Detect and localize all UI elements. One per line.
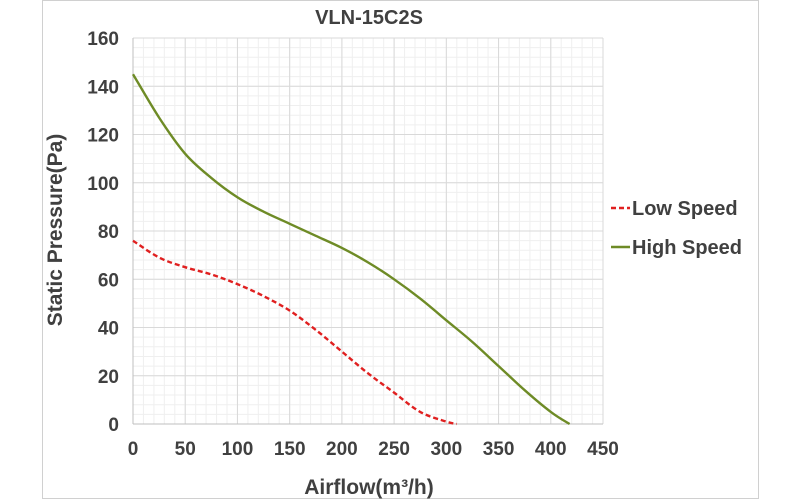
axes — [132, 38, 603, 425]
chart-frame — [42, 0, 759, 499]
series-line-high-speed — [131, 73, 571, 426]
x-tick-label: 400 — [535, 439, 567, 460]
y-tick-label: 80 — [98, 222, 119, 243]
chart-title: VLN-15C2S — [315, 7, 423, 29]
x-tick-label: 200 — [326, 439, 358, 460]
grid — [132, 37, 604, 425]
legend-label-high-speed: High Speed — [632, 237, 742, 259]
y-tick-label: 60 — [98, 270, 119, 291]
tick-labels: 0 50 100 150 200 250 300 350 400 450 0 20 40 60 80 100 1… — [87, 29, 619, 460]
legend: Low Speed High Speed — [611, 198, 742, 259]
y-tick-label: 40 — [98, 319, 119, 340]
y-tick-label: 160 — [87, 29, 119, 50]
y-tick-label: 0 — [108, 415, 119, 436]
y-tick-label: 100 — [87, 174, 119, 195]
y-axis-title: Static Pressure(Pa) — [44, 134, 67, 327]
x-tick-label: 300 — [430, 439, 462, 460]
x-tick-label: 100 — [222, 439, 254, 460]
x-tick-label: 450 — [587, 439, 619, 460]
series-line-low-speed — [132, 239, 458, 426]
x-tick-label: 150 — [274, 439, 306, 460]
x-tick-label: 0 — [128, 439, 139, 460]
x-axis-title: Airflow(m³/h) — [304, 476, 433, 499]
x-tick-label: 50 — [175, 439, 196, 460]
x-tick-label: 350 — [483, 439, 515, 460]
y-tick-label: 140 — [87, 77, 119, 98]
legend-label-low-speed: Low Speed — [632, 198, 738, 220]
y-tick-label: 20 — [98, 367, 119, 388]
series — [131, 73, 571, 426]
y-tick-label: 120 — [87, 126, 119, 147]
x-tick-label: 250 — [378, 439, 410, 460]
